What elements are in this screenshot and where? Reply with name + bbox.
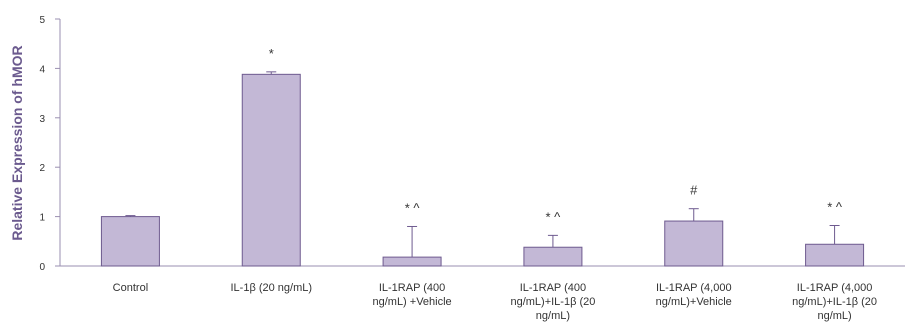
- y-tick-label: 5: [39, 15, 45, 26]
- bar: [241, 73, 301, 267]
- y-tick-label: 3: [39, 114, 45, 125]
- x-tick-label: IL-1RAP (400: [379, 282, 445, 294]
- x-tick-label: Control: [113, 282, 148, 294]
- x-tick-label: IL-1RAP (4,000: [797, 282, 873, 294]
- x-tick-label: IL-1RAP (4,000: [656, 282, 732, 294]
- significance-marker: *: [269, 46, 274, 61]
- error-bar: [407, 225, 418, 258]
- y-tick-label: 1: [39, 213, 45, 224]
- y-axis-title: Relative Expression of hMOR: [9, 45, 25, 240]
- bar: [523, 246, 583, 267]
- error-bar: [688, 208, 699, 222]
- error-bar: [829, 224, 840, 245]
- error-bar: [266, 71, 277, 75]
- x-tick-label: ng/mL): [817, 310, 851, 322]
- y-tick-label: 0: [39, 262, 45, 273]
- x-tick-label: ng/mL)+Vehicle: [656, 296, 732, 308]
- axes: [59, 19, 905, 267]
- x-tick-label: ng/mL)+IL-1β (20: [792, 296, 877, 308]
- y-tick-label: 2: [39, 163, 45, 174]
- significance-marker: * ^: [546, 209, 562, 224]
- y-tick-label: 4: [39, 64, 45, 75]
- significance-marker: * ^: [827, 199, 843, 214]
- bar: [382, 256, 442, 267]
- bar: [805, 243, 865, 267]
- x-tick-label: ng/mL): [536, 310, 570, 322]
- y-ticks: 0 1 2 3 4 5: [39, 15, 60, 273]
- significance-marker: * ^: [405, 200, 421, 215]
- x-tick-labels: Control IL-1β (20 ng/mL) IL-1RAP (400 ng/mL…: [113, 282, 877, 322]
- error-bar: [547, 234, 558, 248]
- x-tick-label: IL-1β (20 ng/mL): [230, 282, 312, 294]
- x-tick-label: ng/mL)+IL-1β (20: [510, 296, 595, 308]
- bars: [100, 73, 865, 267]
- bar: [100, 216, 160, 267]
- error-bars: [125, 71, 840, 258]
- bar: [664, 220, 724, 267]
- significance-markers: * * ^ * ^ # * ^: [269, 46, 843, 225]
- significance-marker: #: [690, 183, 698, 198]
- x-tick-label: IL-1RAP (400: [520, 282, 586, 294]
- error-bar: [125, 215, 136, 217]
- x-tick-label: ng/mL) +Vehicle: [372, 296, 451, 308]
